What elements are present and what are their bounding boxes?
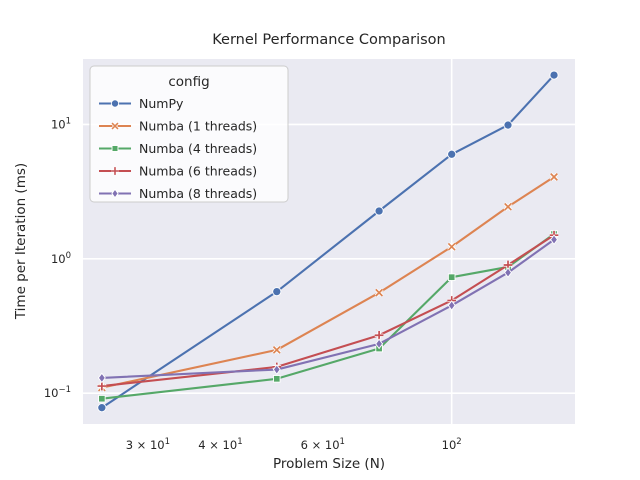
legend-box <box>89 65 289 203</box>
legend-entry-label: Numba (6 threads) <box>139 164 257 179</box>
diamond-marker <box>447 300 456 311</box>
circle-marker <box>272 287 282 297</box>
legend-entry-Numba (1 threads): Numba (1 threads) <box>99 119 257 134</box>
square-marker <box>273 375 281 383</box>
tick-label: 10−1 <box>44 385 71 400</box>
tick-label: 6 × 101 <box>301 437 345 452</box>
legend-entry-label: Numba (8 threads) <box>139 186 257 201</box>
x-marker <box>447 242 456 251</box>
tick-label: 102 <box>442 437 462 452</box>
diamond-marker <box>111 188 119 199</box>
y-axis-label: Time per Iteration (ms) <box>13 162 29 320</box>
legend-entry-Numba (8 threads): Numba (8 threads) <box>99 186 257 201</box>
chart-title: Kernel Performance Comparison <box>212 32 446 48</box>
tick-label: 100 <box>51 251 71 266</box>
legend-entry-Numba (4 threads): Numba (4 threads) <box>99 141 257 156</box>
legend-entry-label: Numba (4 threads) <box>139 141 257 156</box>
circle-marker <box>549 70 559 80</box>
circle-marker <box>97 403 107 413</box>
x-marker <box>272 346 281 354</box>
tick-label: 3 × 101 <box>126 437 170 452</box>
diamond-marker <box>550 234 558 245</box>
legend: config NumPy Numba (1 threads) Numba (4 thr… <box>89 65 289 203</box>
plus-marker <box>111 167 119 175</box>
circle-marker <box>374 206 384 216</box>
series-line <box>100 175 556 389</box>
square-marker <box>111 145 119 152</box>
diamond-marker <box>272 364 281 375</box>
square-marker <box>447 273 456 281</box>
legend-title: config <box>168 74 209 90</box>
x-marker <box>550 173 558 181</box>
circle-marker <box>503 120 513 130</box>
legend-entry-label: NumPy <box>139 96 184 111</box>
plus-marker <box>374 330 384 340</box>
tick-label: 4 × 101 <box>198 437 242 452</box>
diamond-marker <box>504 267 512 278</box>
legend-entry-Numba (6 threads): Numba (6 threads) <box>99 164 257 179</box>
tick-label: 101 <box>51 116 71 131</box>
series-line <box>100 74 556 409</box>
series-line <box>100 238 556 379</box>
legend-entry-NumPy: NumPy <box>99 96 184 111</box>
x-marker <box>504 202 512 211</box>
circle-marker <box>447 149 457 159</box>
square-marker <box>98 394 106 403</box>
series-line <box>100 232 556 400</box>
x-marker <box>375 288 384 297</box>
x-tick-labels: 3 × 101 4 × 101 6 × 101 102 <box>126 437 462 452</box>
circle-marker <box>110 99 120 108</box>
x-marker <box>111 122 119 130</box>
y-tick-labels: 101 100 10−1 <box>44 116 71 400</box>
legend-entry-label: Numba (1 threads) <box>139 119 257 134</box>
diamond-marker <box>375 338 384 350</box>
series-NumPy <box>97 70 559 413</box>
diamond-marker <box>97 372 106 384</box>
x-axis-label: Problem Size (N) <box>272 456 386 472</box>
series-Numba (8 threads) <box>97 234 558 384</box>
